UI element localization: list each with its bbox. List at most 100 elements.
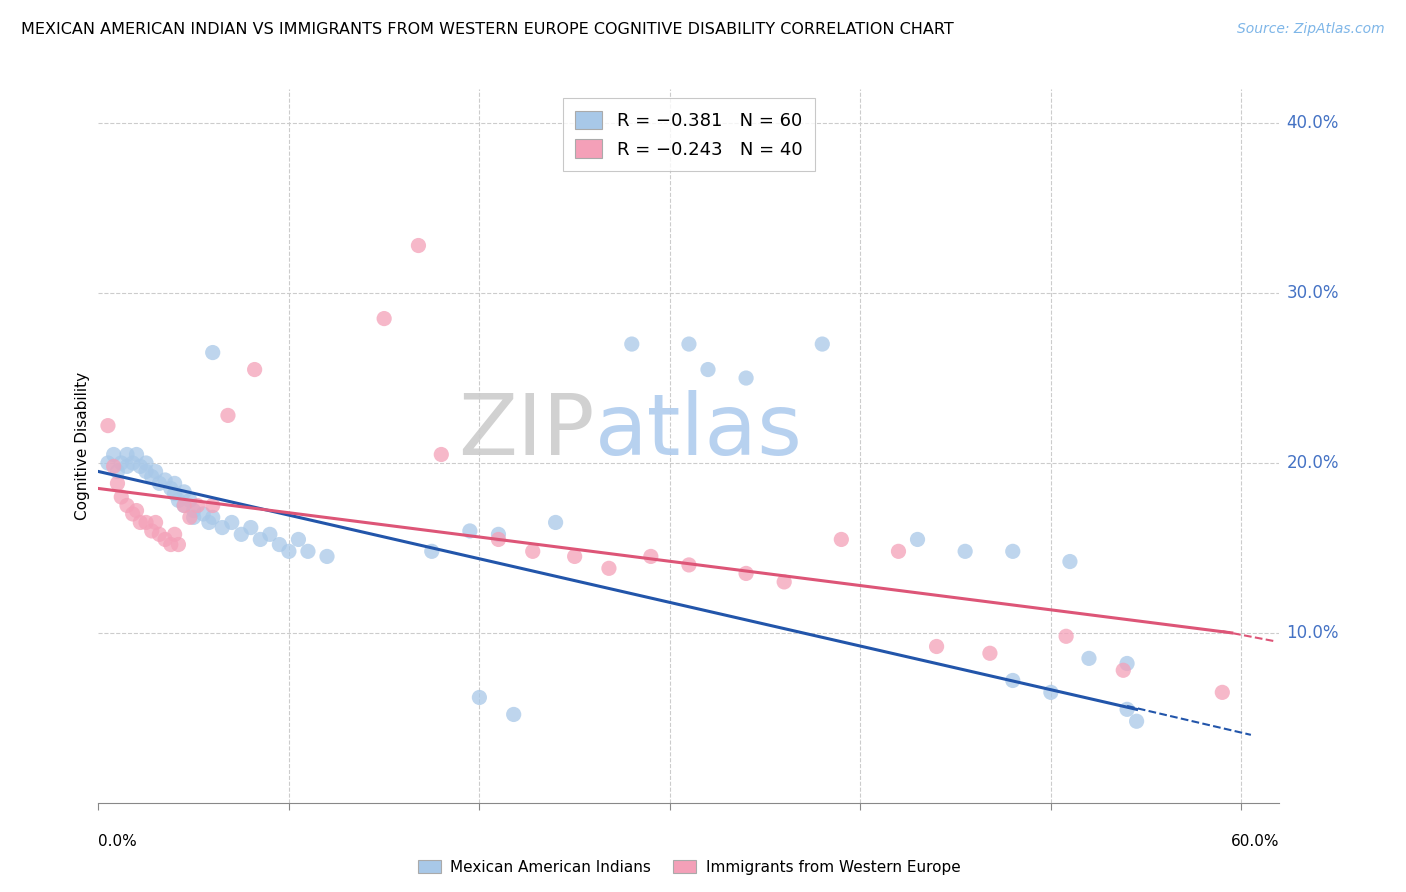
Point xyxy=(1125,714,1147,729)
Point xyxy=(269,537,291,551)
Point xyxy=(186,499,208,513)
Point xyxy=(522,544,544,558)
Point xyxy=(129,459,152,474)
Point xyxy=(830,533,852,547)
Point xyxy=(239,520,262,534)
Point xyxy=(598,561,620,575)
Point xyxy=(183,503,205,517)
Point xyxy=(408,238,430,252)
Text: 0.0%: 0.0% xyxy=(98,834,138,849)
Point xyxy=(773,574,796,589)
Point xyxy=(167,493,190,508)
Point xyxy=(159,537,181,551)
Point xyxy=(201,345,224,359)
Point xyxy=(97,418,120,433)
Point xyxy=(153,473,176,487)
Point xyxy=(287,533,309,547)
Point xyxy=(620,337,643,351)
Point xyxy=(468,690,491,705)
Point xyxy=(217,409,239,423)
Point xyxy=(198,516,221,530)
Point xyxy=(640,549,662,564)
Point xyxy=(121,456,143,470)
Point xyxy=(141,524,163,538)
Point xyxy=(1059,555,1081,569)
Point xyxy=(159,482,181,496)
Point xyxy=(735,371,758,385)
Point xyxy=(97,456,120,470)
Point xyxy=(135,456,157,470)
Point xyxy=(1039,685,1062,699)
Point xyxy=(243,362,266,376)
Point xyxy=(107,465,129,479)
Point xyxy=(110,490,132,504)
Point xyxy=(121,507,143,521)
Point xyxy=(316,549,339,564)
Point xyxy=(221,516,243,530)
Point xyxy=(1116,702,1139,716)
Point xyxy=(373,311,395,326)
Y-axis label: Cognitive Disability: Cognitive Disability xyxy=(75,372,90,520)
Point xyxy=(259,527,281,541)
Point xyxy=(145,465,167,479)
Point xyxy=(678,558,700,572)
Point xyxy=(249,533,271,547)
Point xyxy=(179,493,201,508)
Point xyxy=(135,516,157,530)
Point xyxy=(430,448,453,462)
Point xyxy=(148,527,170,541)
Point xyxy=(167,537,190,551)
Point xyxy=(125,503,148,517)
Text: 60.0%: 60.0% xyxy=(1232,834,1279,849)
Point xyxy=(110,456,132,470)
Point xyxy=(458,524,481,538)
Point xyxy=(107,476,129,491)
Point xyxy=(103,459,125,474)
Point xyxy=(544,516,567,530)
Point xyxy=(211,520,233,534)
Point xyxy=(173,484,195,499)
Point xyxy=(129,516,152,530)
Point xyxy=(135,465,157,479)
Point xyxy=(420,544,443,558)
Point xyxy=(1112,663,1135,677)
Point xyxy=(163,476,186,491)
Point xyxy=(564,549,586,564)
Point xyxy=(163,527,186,541)
Point xyxy=(115,499,138,513)
Point xyxy=(173,499,195,513)
Point xyxy=(1001,673,1024,688)
Point xyxy=(1054,629,1077,643)
Point xyxy=(145,516,167,530)
Point xyxy=(678,337,700,351)
Text: 30.0%: 30.0% xyxy=(1286,284,1339,302)
Point xyxy=(201,510,224,524)
Point xyxy=(173,499,195,513)
Point xyxy=(488,527,510,541)
Point xyxy=(103,448,125,462)
Point xyxy=(953,544,976,558)
Point xyxy=(925,640,948,654)
Point xyxy=(148,476,170,491)
Point xyxy=(231,527,253,541)
Point xyxy=(163,486,186,500)
Text: 20.0%: 20.0% xyxy=(1286,454,1339,472)
Text: 10.0%: 10.0% xyxy=(1286,624,1339,642)
Point xyxy=(1116,657,1139,671)
Text: atlas: atlas xyxy=(595,390,803,474)
Text: 40.0%: 40.0% xyxy=(1286,114,1339,132)
Point xyxy=(1001,544,1024,558)
Text: ZIP: ZIP xyxy=(458,390,595,474)
Point xyxy=(488,533,510,547)
Point xyxy=(115,448,138,462)
Point xyxy=(125,448,148,462)
Legend: Mexican American Indians, Immigrants from Western Europe: Mexican American Indians, Immigrants fro… xyxy=(412,854,966,880)
Point xyxy=(979,646,1001,660)
Point xyxy=(697,362,720,376)
Point xyxy=(297,544,319,558)
Point xyxy=(735,566,758,581)
Point xyxy=(141,469,163,483)
Point xyxy=(153,533,176,547)
Point xyxy=(183,510,205,524)
Text: MEXICAN AMERICAN INDIAN VS IMMIGRANTS FROM WESTERN EUROPE COGNITIVE DISABILITY C: MEXICAN AMERICAN INDIAN VS IMMIGRANTS FR… xyxy=(21,22,953,37)
